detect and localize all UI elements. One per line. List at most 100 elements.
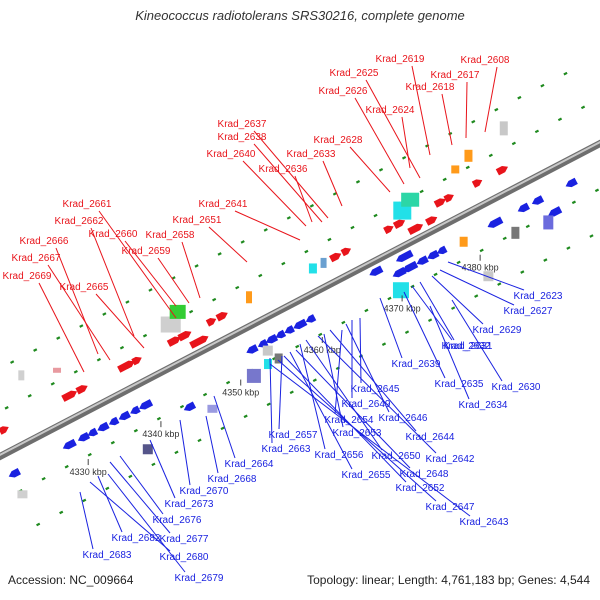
top-label-7: Krad_2628 xyxy=(314,135,363,146)
grid-track-tick-3 xyxy=(589,234,594,238)
grid-track-tick-0 xyxy=(240,240,245,244)
forward-gene-12 xyxy=(392,219,406,230)
top-label-22: Krad_2667 xyxy=(12,253,61,264)
grid-track-tick-3 xyxy=(128,474,133,479)
grid-track-tick-1 xyxy=(350,225,355,230)
grid-track-tick-1 xyxy=(50,381,55,386)
top-label-leader-23 xyxy=(38,282,85,373)
forward-gene-19 xyxy=(425,216,438,226)
grid-track-tick-3 xyxy=(105,486,110,491)
top-label-leader-16 xyxy=(157,257,190,304)
grid-track-tick-1 xyxy=(557,117,563,122)
reverse-gene-12 xyxy=(275,329,287,339)
top-label-leader-8 xyxy=(322,160,343,207)
grid-track-tick-3 xyxy=(451,306,456,310)
grid-track-tick-1 xyxy=(235,285,240,290)
grid-track-tick-0 xyxy=(263,228,268,232)
bottom-label-leader-8 xyxy=(379,297,403,359)
bottom-label-29: Krad_2676 xyxy=(153,515,202,526)
top-label-2: Krad_2618 xyxy=(406,82,455,93)
feature-box-20 xyxy=(17,490,28,499)
grid-track-tick-2 xyxy=(318,332,323,337)
top-label-15: Krad_2658 xyxy=(146,230,195,241)
grid-track-tick-2 xyxy=(41,476,46,481)
forward-gene-14 xyxy=(443,194,454,203)
bottom-label-leader-16 xyxy=(278,355,283,430)
bottom-label-25: Krad_2647 xyxy=(426,502,475,513)
feature-box-23 xyxy=(499,121,508,136)
reverse-gene-17-shape xyxy=(402,260,419,273)
forward-gene-0 xyxy=(0,426,9,435)
forward-gene-3 xyxy=(117,360,135,373)
bottom-label-leader-18 xyxy=(269,357,273,444)
grid-track-tick-3 xyxy=(404,330,410,334)
bottom-label-26: Krad_2670 xyxy=(180,486,229,497)
reverse-gene-13 xyxy=(284,325,295,334)
top-label-leader-5 xyxy=(365,79,421,179)
reverse-gene-26 xyxy=(395,249,414,263)
grid-track-tick-2 xyxy=(110,440,115,445)
feature-box-10 xyxy=(18,370,25,381)
reverse-gene-12-shape xyxy=(275,329,287,339)
forward-gene-19-shape xyxy=(425,216,438,226)
reverse-gene-11 xyxy=(265,333,279,344)
reverse-gene-4 xyxy=(97,421,110,432)
feature-box-21 xyxy=(511,226,520,239)
reverse-gene-26-shape xyxy=(395,249,414,263)
top-label-16: Krad_2659 xyxy=(122,246,171,257)
top-label-leader-9 xyxy=(294,175,313,223)
top-label-12: Krad_2640 xyxy=(207,149,256,160)
bottom-label-leader-12 xyxy=(334,329,343,415)
feature-box-18 xyxy=(207,404,218,413)
bottom-label-24: Krad_2668 xyxy=(208,474,257,485)
reverse-gene-15-shape xyxy=(305,314,317,323)
bottom-label-leader-26 xyxy=(179,419,191,486)
forward-gene-5-shape xyxy=(166,336,181,347)
top-label-10: Krad_2637 xyxy=(218,119,267,130)
reverse-gene-28 xyxy=(548,206,563,217)
reverse-gene-24 xyxy=(565,177,578,188)
reverse-gene-21-shape xyxy=(487,216,504,228)
grid-track-tick-0 xyxy=(332,192,338,196)
top-label-11: Krad_2638 xyxy=(218,132,267,143)
top-label-leader-17 xyxy=(124,240,177,307)
forward-gene-11-shape xyxy=(383,225,394,235)
top-label-21: Krad_2666 xyxy=(20,236,69,247)
bottom-label-leader-29 xyxy=(119,455,164,515)
top-label-leader-21 xyxy=(55,247,99,355)
top-label-leader-1 xyxy=(465,81,468,139)
forward-gene-1 xyxy=(61,390,78,402)
grid-track-tick-1 xyxy=(258,273,263,278)
feature-box-11 xyxy=(262,345,273,356)
grid-track-tick-0 xyxy=(79,324,84,328)
forward-gene-11 xyxy=(383,225,394,235)
grid-track-tick-3 xyxy=(151,462,156,467)
bottom-label-23: Krad_2652 xyxy=(396,483,445,494)
reverse-gene-27-shape xyxy=(369,265,384,276)
bottom-label-27: Krad_2643 xyxy=(460,517,509,528)
bottom-label-leader-23 xyxy=(283,355,407,483)
grid-track-tick-2 xyxy=(433,272,438,277)
genome-title: Kineococcus radiotolerans SRS30216, comp… xyxy=(135,8,465,23)
genome-axis-highlight xyxy=(0,140,600,457)
reverse-gene-23-shape xyxy=(531,195,545,205)
grid-track-tick-1 xyxy=(488,153,493,158)
top-label-leader-18 xyxy=(98,210,177,319)
grid-track-tick-1 xyxy=(304,249,309,254)
grid-track-tick-0 xyxy=(286,216,291,220)
grid-track-tick-3 xyxy=(566,246,571,250)
reverse-gene-6-shape xyxy=(118,410,131,421)
forward-gene-2-shape xyxy=(75,385,88,395)
top-label-leader-0 xyxy=(484,66,498,133)
scale-label-1: 4340 kbp xyxy=(142,429,179,439)
grid-track-tick-0 xyxy=(378,167,384,172)
bottom-label-14: Krad_2653 xyxy=(333,428,382,439)
accession-text: Accession: NC_009664 xyxy=(8,573,134,587)
grid-track-tick-0 xyxy=(494,107,499,112)
feature-box-22 xyxy=(543,215,554,230)
grid-track-tick-2 xyxy=(456,260,461,265)
feature-box-4 xyxy=(308,263,317,274)
grid-track-tick-1 xyxy=(373,213,378,218)
bottom-label-leader-0 xyxy=(447,261,525,291)
bottom-label-34: Krad_2679 xyxy=(175,573,224,584)
